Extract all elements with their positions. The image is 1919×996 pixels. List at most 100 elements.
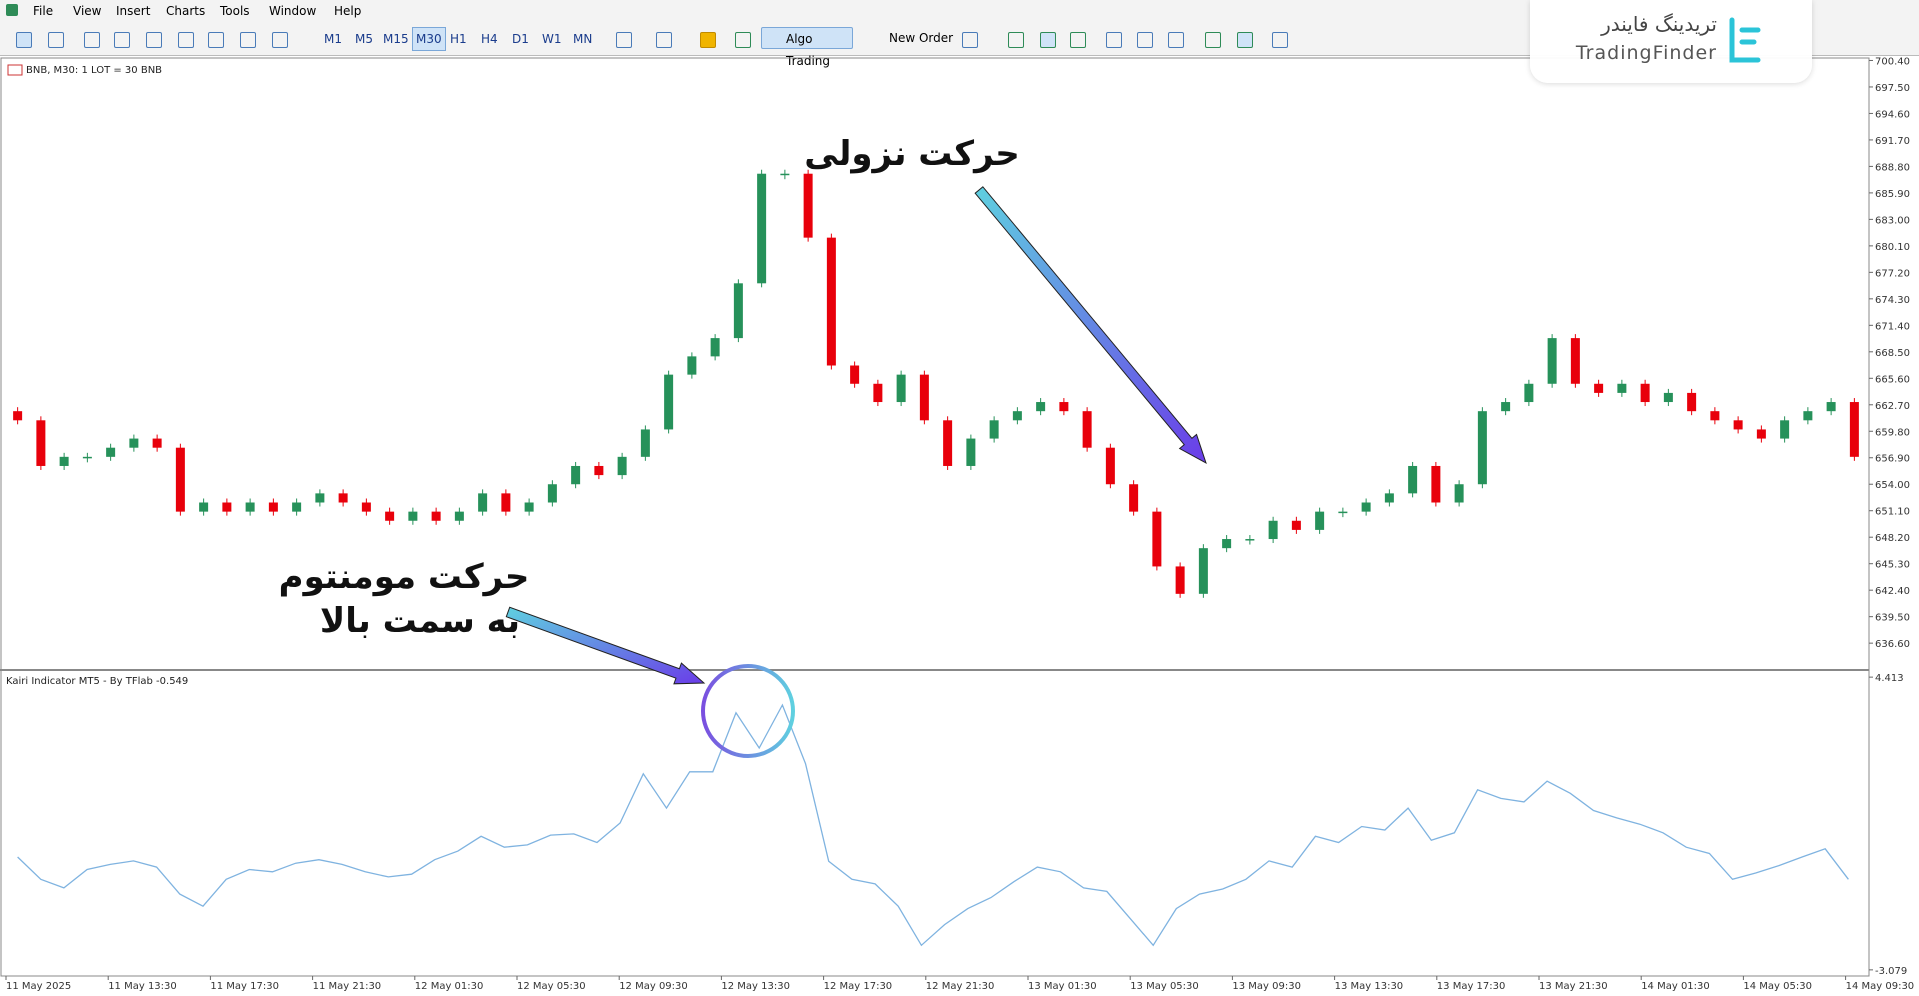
timeframe-active[interactable]: M30 — [412, 27, 446, 51]
tool-icon[interactable] — [16, 32, 32, 48]
menu-item[interactable]: Window — [269, 4, 317, 18]
annotation-arrow — [505, 606, 706, 685]
indicator-line — [17, 703, 1849, 947]
candle — [315, 493, 325, 503]
algo-trading-button[interactable]: Algo Trading — [761, 27, 853, 68]
tool-icon[interactable] — [1106, 32, 1122, 48]
timeframe[interactable]: M15 — [383, 32, 409, 46]
timeframe[interactable]: M5 — [355, 32, 373, 46]
y-tick-label: 654.00 — [1875, 480, 1910, 491]
y-tick-label: 656.90 — [1875, 454, 1910, 465]
menu-item[interactable]: View — [73, 4, 102, 18]
candle — [292, 502, 302, 512]
candle — [501, 493, 511, 512]
candle — [594, 465, 604, 476]
timeframe[interactable]: M1 — [324, 32, 342, 46]
candle — [710, 338, 720, 357]
tool-icon[interactable] — [48, 32, 64, 48]
candle — [1129, 484, 1139, 512]
y-tick-label: 645.30 — [1875, 560, 1910, 571]
candle — [850, 365, 860, 384]
y-tick-label: 691.70 — [1875, 136, 1910, 147]
tool-icon[interactable] — [114, 32, 130, 48]
tool-icon[interactable] — [178, 32, 194, 48]
tool-icon[interactable] — [272, 32, 288, 48]
y-tick-label: 680.10 — [1875, 242, 1910, 253]
candle — [408, 511, 418, 521]
candle — [245, 502, 255, 512]
menu-item[interactable]: Charts — [166, 4, 206, 18]
x-tick-label: 14 May 05:30 — [1743, 981, 1812, 992]
x-tick-label: 11 May 13:30 — [108, 981, 177, 992]
timeframe[interactable]: D1 — [512, 32, 529, 46]
y-tick-label: 697.50 — [1875, 83, 1910, 94]
tool-icon[interactable] — [84, 32, 100, 48]
candle — [82, 456, 92, 459]
new-order-button[interactable]: New Order — [889, 31, 954, 45]
y-tick-label: 659.80 — [1875, 427, 1910, 438]
candle — [1082, 411, 1092, 448]
candle — [687, 356, 697, 375]
candle — [524, 502, 534, 512]
candle — [1617, 383, 1627, 393]
x-tick-label: 14 May 09:30 — [1846, 981, 1915, 992]
candle — [733, 283, 743, 339]
tool-icon[interactable] — [735, 32, 751, 48]
logo-mark — [1729, 17, 1761, 63]
tool-icon[interactable] — [700, 32, 716, 48]
tool-icon[interactable] — [208, 32, 224, 48]
x-tick-label: 13 May 13:30 — [1335, 981, 1404, 992]
candle — [1803, 411, 1813, 421]
candle — [1198, 548, 1208, 594]
candle — [454, 511, 464, 521]
tool-icon[interactable] — [656, 32, 672, 48]
candle — [222, 502, 232, 512]
timeframe[interactable]: W1 — [542, 32, 562, 46]
x-tick-label: 13 May 05:30 — [1130, 981, 1199, 992]
tool-icon[interactable] — [962, 32, 978, 48]
plot-border — [0, 57, 1870, 977]
candle — [431, 511, 441, 521]
x-tick-label: 13 May 01:30 — [1028, 981, 1097, 992]
menu-item[interactable]: File — [33, 4, 54, 18]
candle — [106, 447, 116, 457]
chart-area: 700.40 697.50 694.60 691.70 688.80 685.90 683.… — [0, 56, 1915, 992]
timeframe[interactable]: H1 — [450, 32, 467, 46]
x-tick-label: 13 May 17:30 — [1437, 981, 1506, 992]
tool-icon[interactable] — [1237, 32, 1253, 48]
x-tick-label: 12 May 13:30 — [721, 981, 790, 992]
tool-icon[interactable] — [1008, 32, 1024, 48]
candle — [1547, 338, 1557, 384]
y-tick-label: -3.079 — [1875, 966, 1907, 977]
y-tick-label: 639.50 — [1875, 613, 1910, 624]
menu-item[interactable]: Tools — [220, 4, 250, 18]
tool-icon[interactable] — [240, 32, 256, 48]
candle — [1291, 520, 1301, 530]
tool-icon[interactable] — [1070, 32, 1086, 48]
candle — [1780, 420, 1790, 439]
tool-icon[interactable] — [1272, 32, 1288, 48]
timeframe[interactable]: H4 — [481, 32, 498, 46]
menu-item[interactable]: Help — [334, 4, 362, 18]
tool-icon[interactable] — [1168, 32, 1184, 48]
timeframe[interactable]: MN — [573, 32, 593, 46]
candle — [757, 173, 767, 284]
candle — [1268, 520, 1278, 540]
tool-icon[interactable] — [1040, 32, 1056, 48]
y-tick-label: 694.60 — [1875, 109, 1910, 120]
tool-icon[interactable] — [1137, 32, 1153, 48]
candle — [873, 383, 883, 403]
tool-icon[interactable] — [146, 32, 162, 48]
x-tick-label: 13 May 21:30 — [1539, 981, 1608, 992]
tool-icon[interactable] — [616, 32, 632, 48]
x-tick-label: 12 May 09:30 — [619, 981, 688, 992]
candle — [943, 420, 953, 466]
x-tick-label: 11 May 21:30 — [313, 981, 382, 992]
tool-icon[interactable] — [1205, 32, 1221, 48]
menu-item[interactable]: Insert — [116, 4, 151, 18]
candle — [59, 456, 69, 466]
candle — [1361, 502, 1371, 512]
candle — [617, 456, 627, 476]
y-tick-label: 683.00 — [1875, 215, 1910, 226]
